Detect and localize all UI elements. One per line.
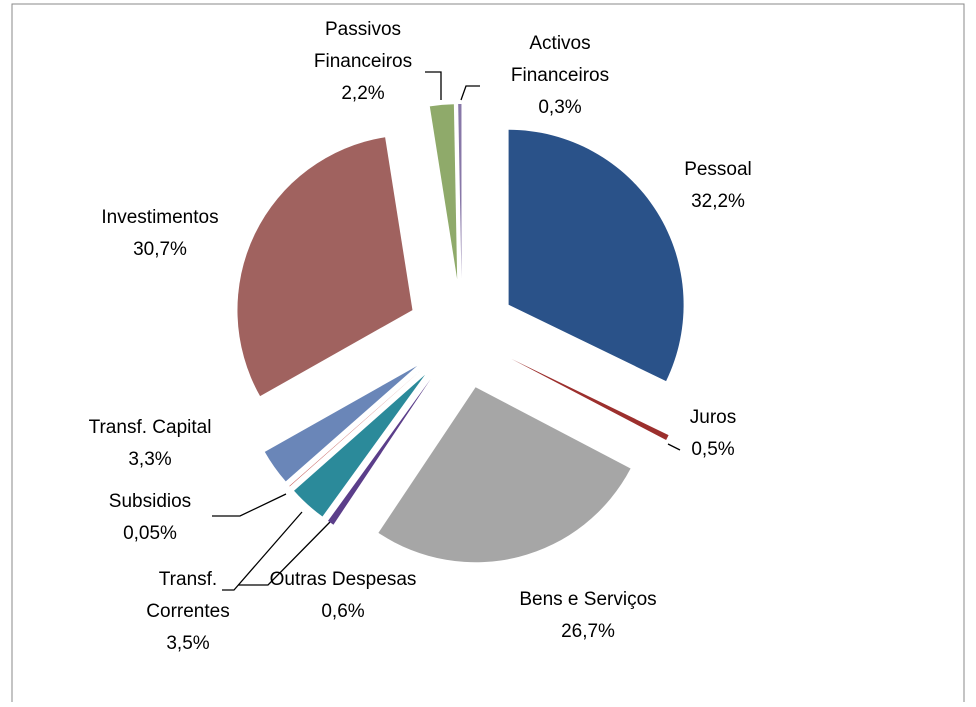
- slice-label: Outras Despesas: [270, 569, 417, 590]
- value-label: 0,6%: [321, 601, 364, 622]
- chart-frame: [11, 3, 965, 707]
- pie-slice: [237, 137, 413, 397]
- value-label: 30,7%: [133, 239, 187, 260]
- value-label: 32,2%: [691, 191, 745, 212]
- leader-line: [425, 71, 442, 100]
- value-label: 0,5%: [691, 439, 734, 460]
- slice-label: Activos Financeiros: [511, 33, 609, 86]
- pie-slice: [264, 365, 418, 482]
- leader-line: [667, 443, 681, 451]
- pie-slice: [508, 129, 684, 382]
- value-label: 3,3%: [128, 449, 171, 470]
- pie-slice: [458, 104, 462, 280]
- leader-line: [460, 85, 480, 101]
- leader-line: [212, 493, 287, 517]
- value-label: 3,5%: [166, 633, 209, 654]
- value-label: 2,2%: [341, 83, 384, 104]
- slice-label: Transf. Correntes: [146, 569, 229, 622]
- slice-label: Passivos Financeiros: [314, 19, 412, 72]
- pie-slice: [511, 358, 669, 441]
- pie-slice: [289, 370, 421, 487]
- pie-slice: [378, 387, 631, 563]
- value-label: 0,3%: [538, 97, 581, 118]
- slice-label: Juros: [690, 407, 736, 428]
- slice-label: Subsidios: [109, 491, 191, 512]
- leader-line: [222, 511, 303, 591]
- slice-label: Transf. Capital: [89, 417, 212, 438]
- pie-slice: [429, 104, 458, 280]
- value-label: 0,05%: [123, 523, 177, 544]
- pie-slice: [328, 379, 431, 525]
- slice-label: Bens e Serviços: [519, 589, 656, 610]
- pie-slice: [294, 374, 426, 517]
- slice-label: Pessoal: [684, 159, 752, 180]
- slice-label: Investimentos: [101, 207, 218, 228]
- value-label: 26,7%: [561, 621, 615, 642]
- leader-lines: [212, 71, 681, 591]
- leader-line: [238, 521, 331, 586]
